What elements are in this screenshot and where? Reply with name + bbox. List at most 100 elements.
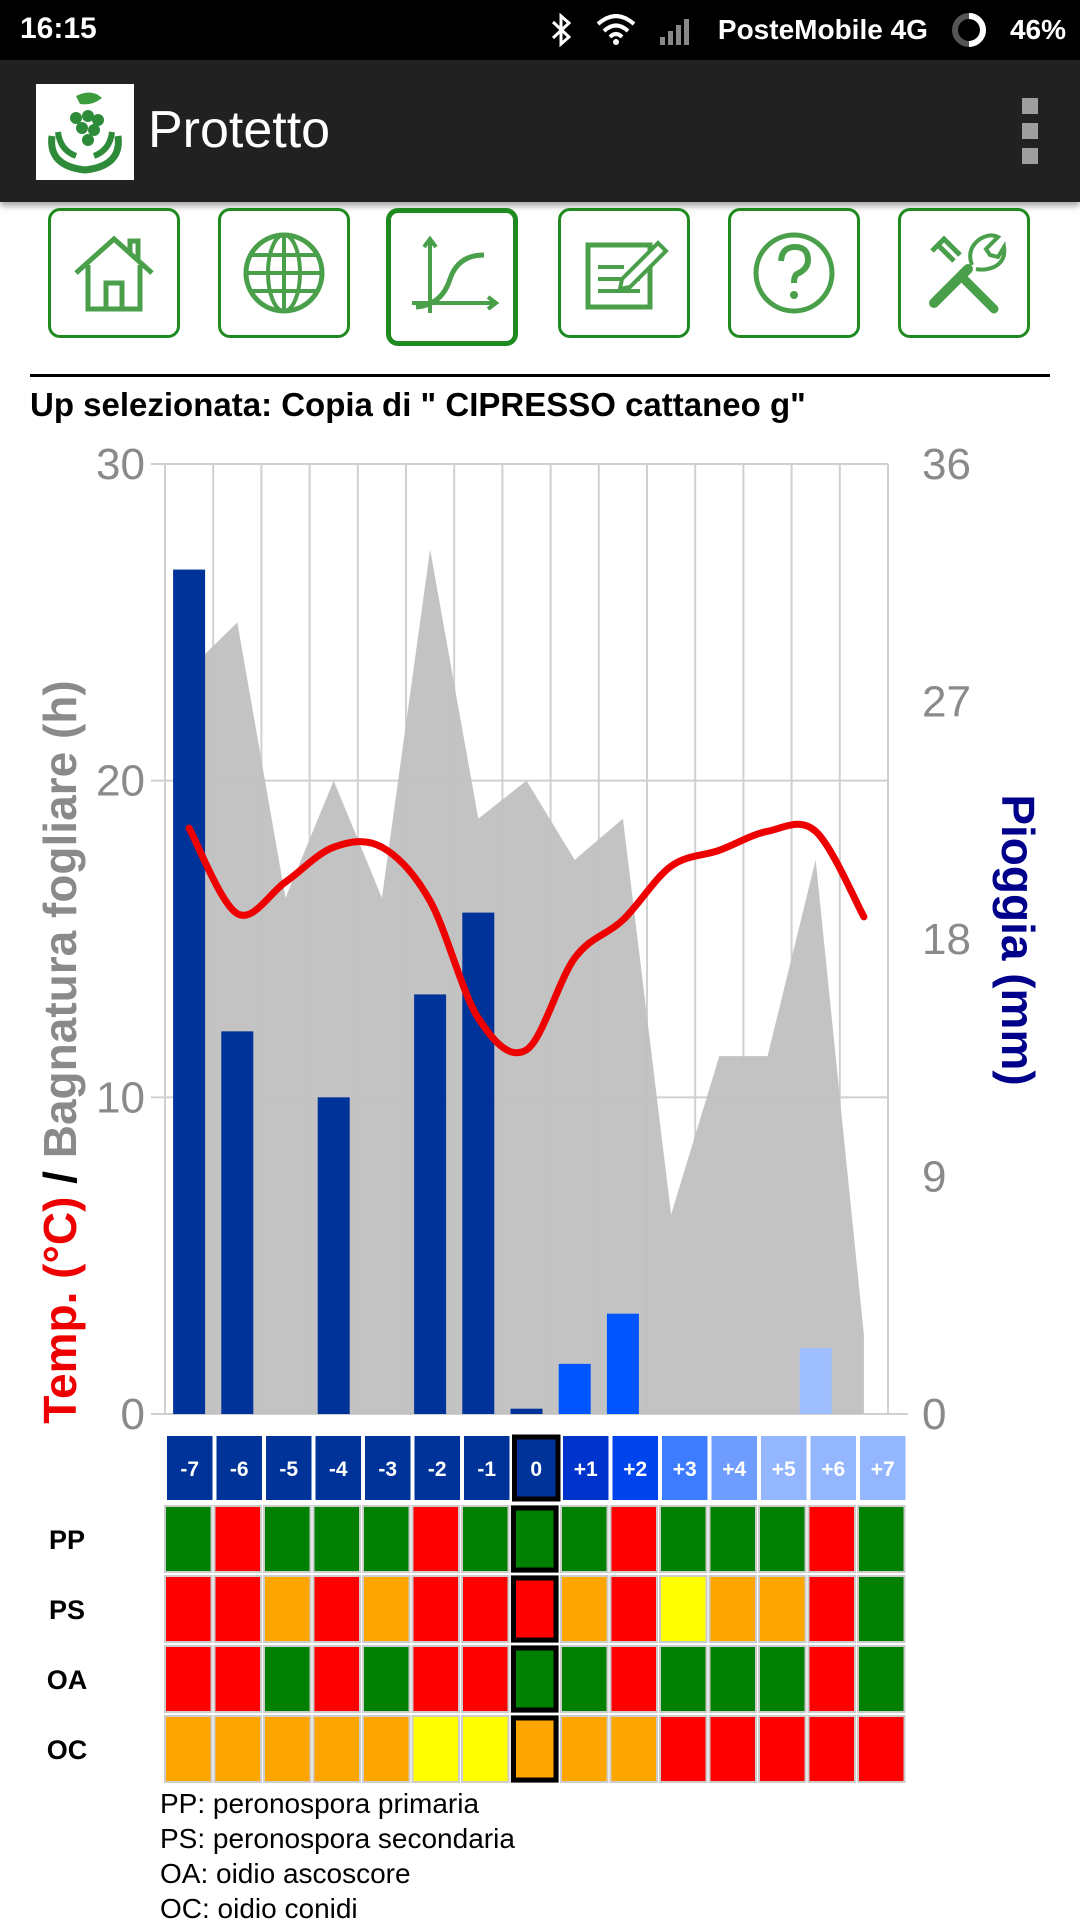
app-title: Protetto [148, 101, 331, 159]
home-button[interactable] [48, 208, 180, 338]
overflow-menu-button[interactable] [1020, 98, 1040, 164]
left-tick-label: 30 [96, 440, 145, 489]
risk-cell[interactable] [609, 1575, 658, 1643]
risk-cell[interactable] [560, 1715, 609, 1783]
day-cell[interactable] [810, 1436, 857, 1500]
risk-cell[interactable] [213, 1645, 262, 1713]
risk-cell[interactable] [213, 1575, 262, 1643]
rain-bar [606, 1313, 639, 1414]
day-cell[interactable] [662, 1436, 708, 1500]
rain-bar [221, 1031, 254, 1414]
risk-cell[interactable] [708, 1715, 757, 1783]
risk-cell[interactable] [312, 1715, 361, 1783]
risk-cell[interactable] [609, 1645, 658, 1713]
risk-cell[interactable] [857, 1575, 906, 1643]
risk-cell[interactable] [411, 1505, 460, 1573]
risk-cell[interactable] [362, 1645, 411, 1713]
day-cell[interactable] [761, 1436, 807, 1500]
risk-cell[interactable] [461, 1645, 510, 1713]
day-cell[interactable] [266, 1436, 312, 1500]
risk-cell[interactable] [659, 1575, 708, 1643]
day-cell[interactable] [414, 1436, 461, 1500]
day-cell[interactable] [365, 1436, 411, 1500]
day-label: +5 [772, 1458, 796, 1481]
risk-cell[interactable] [312, 1505, 361, 1573]
risk-cell[interactable] [807, 1575, 856, 1643]
risk-cell[interactable] [609, 1505, 658, 1573]
day-cell[interactable] [315, 1436, 362, 1500]
disease-row-label: OC [47, 1735, 88, 1765]
risk-cell[interactable] [758, 1645, 807, 1713]
battery-icon [951, 13, 986, 47]
map-button[interactable] [218, 208, 350, 338]
risk-cell[interactable] [362, 1575, 411, 1643]
risk-cell[interactable] [263, 1505, 312, 1573]
home-icon [74, 235, 154, 312]
risk-cell[interactable] [362, 1715, 411, 1783]
risk-cell[interactable] [510, 1505, 559, 1573]
risk-cell[interactable] [560, 1505, 609, 1573]
risk-cell[interactable] [510, 1575, 559, 1643]
risk-cell[interactable] [411, 1645, 460, 1713]
day-cell[interactable] [711, 1436, 758, 1500]
risk-cell[interactable] [659, 1505, 708, 1573]
risk-cell[interactable] [312, 1645, 361, 1713]
risk-cell[interactable] [461, 1575, 510, 1643]
risk-cell[interactable] [411, 1575, 460, 1643]
day-cell[interactable] [464, 1436, 510, 1500]
risk-cell[interactable] [708, 1505, 757, 1573]
day-cell[interactable] [513, 1436, 560, 1500]
risk-cell[interactable] [659, 1715, 708, 1783]
risk-cell[interactable] [659, 1645, 708, 1713]
risk-cell[interactable] [857, 1505, 906, 1573]
risk-cell[interactable] [708, 1645, 757, 1713]
notes-button[interactable] [558, 208, 690, 338]
risk-cell[interactable] [708, 1575, 757, 1643]
risk-cell[interactable] [510, 1715, 559, 1783]
risk-cell[interactable] [461, 1505, 510, 1573]
risk-cell[interactable] [362, 1505, 411, 1573]
risk-cell[interactable] [411, 1715, 460, 1783]
risk-cell[interactable] [857, 1715, 906, 1783]
risk-cell[interactable] [510, 1645, 559, 1713]
day-label: +1 [574, 1458, 598, 1481]
risk-cell[interactable] [263, 1575, 312, 1643]
risk-cell[interactable] [312, 1575, 361, 1643]
right-tick-label: 9 [922, 1153, 946, 1202]
risk-cell[interactable] [758, 1575, 807, 1643]
risk-cell[interactable] [164, 1505, 213, 1573]
settings-button[interactable] [898, 208, 1030, 338]
temp-line [185, 820, 868, 1057]
risk-cell[interactable] [857, 1645, 906, 1713]
day-cell[interactable] [860, 1436, 906, 1500]
risk-cell[interactable] [609, 1715, 658, 1783]
risk-cell[interactable] [213, 1715, 262, 1783]
risk-cell[interactable] [164, 1575, 213, 1643]
day-label: +6 [821, 1458, 845, 1481]
help-button[interactable] [728, 208, 860, 338]
carrier-name: PosteMobile 4G [717, 14, 928, 45]
risk-cell[interactable] [758, 1715, 807, 1783]
risk-cell[interactable] [560, 1575, 609, 1643]
risk-cell[interactable] [213, 1505, 262, 1573]
risk-cell[interactable] [807, 1645, 856, 1713]
risk-cell[interactable] [807, 1505, 856, 1573]
question-icon [753, 232, 835, 314]
charts-button[interactable] [386, 208, 518, 346]
risk-cell[interactable] [758, 1505, 807, 1573]
risk-cell[interactable] [560, 1645, 609, 1713]
risk-cell[interactable] [263, 1715, 312, 1783]
day-cell[interactable] [563, 1436, 609, 1500]
risk-cell[interactable] [807, 1715, 856, 1783]
menu-dot-icon [1022, 148, 1038, 164]
risk-cell[interactable] [263, 1645, 312, 1713]
risk-cell[interactable] [164, 1715, 213, 1783]
risk-cell[interactable] [461, 1715, 510, 1783]
day-cell[interactable] [612, 1436, 659, 1500]
axis-layer: 0 10 20 30 0 9 18 27 36 [96, 440, 971, 1430]
day-cell[interactable] [167, 1436, 213, 1500]
risk-cell[interactable] [164, 1645, 213, 1713]
day-cell[interactable] [216, 1436, 263, 1500]
wetness-area [189, 549, 864, 1414]
